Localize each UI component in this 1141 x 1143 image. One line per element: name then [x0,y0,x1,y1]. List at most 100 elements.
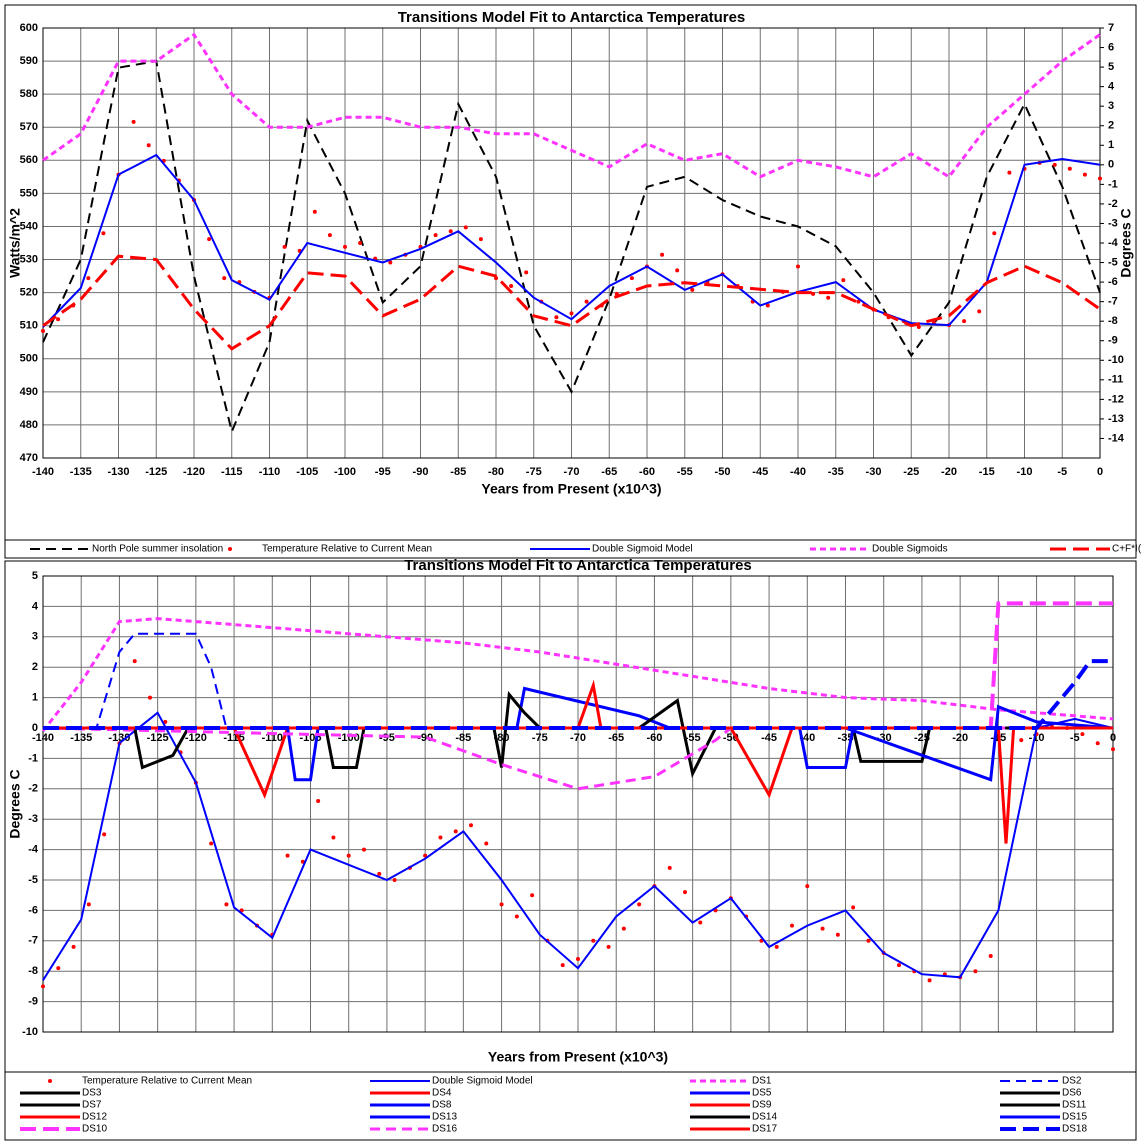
y-tick-label: 530 [20,253,38,265]
data-point [463,225,468,230]
legend-label: C+F*I(t) [1112,544,1141,555]
x-tick-label: -135 [70,732,92,744]
legend-label: DS13 [432,1112,457,1123]
plot-frame [42,27,1101,459]
x-tick-label: -60 [646,732,662,744]
x-tick-label: -40 [790,466,806,478]
data-point [927,978,932,983]
data-point [591,938,596,943]
series-line [42,153,1101,328]
x-tick-label: -125 [145,466,167,478]
data-point [56,317,61,322]
data-point [629,276,634,281]
y-tick-label: -4 [28,844,39,856]
legend-label: Double Sigmoid Model [592,544,693,555]
y-tick-label: 0 [32,722,38,734]
legend-label: DS9 [752,1100,772,1111]
x-tick-label: -25 [903,466,919,478]
data-point [576,957,580,962]
data-point [774,944,779,949]
x-tick-label: -90 [413,466,429,478]
x-tick-label: -55 [685,732,701,744]
x-tick-label: -130 [108,732,130,744]
legend-label: DS8 [432,1100,452,1111]
y-tick-label: 600 [20,22,38,34]
legend-label: DS10 [82,1124,107,1135]
y-tick-label: -5 [28,874,38,886]
data-point [86,276,91,281]
data-point [560,963,565,968]
data-point [1052,162,1057,167]
data-point [209,841,214,846]
x-tick-label: -95 [375,466,391,478]
data-point [988,954,993,958]
data-point [438,835,443,840]
data-point [1082,172,1087,177]
y-tick-label: 570 [20,121,38,133]
data-point [811,291,816,296]
data-point [962,319,967,324]
legend-label: DS17 [752,1124,777,1135]
x-tick-label: -125 [147,732,169,744]
data-point [698,920,703,925]
x-tick-label: -10 [1029,732,1045,744]
data-point [820,926,825,931]
y2-tick-label: 2 [1108,120,1114,132]
data-point [423,853,428,858]
y-tick-label: 490 [20,386,38,398]
data-point [56,966,61,971]
x-axis-title: Years from Present (x10^3) [481,481,661,497]
x-tick-label: -120 [185,732,207,744]
data-point [392,878,397,882]
data-point [484,841,489,846]
legend-marker [228,547,232,551]
x-axis-title: Years from Present (x10^3) [488,1049,668,1065]
y-tick-label: 1 [32,692,38,704]
data-point [433,233,438,238]
data-point [916,325,921,330]
x-tick-label: -70 [564,466,580,478]
data-point [524,270,529,275]
x-tick-label: 0 [1097,466,1103,478]
data-point [835,932,840,937]
x-tick-label: -20 [952,732,968,744]
y-axis-title: Degrees C [7,769,23,838]
legend-label: DS18 [1062,1124,1087,1135]
data-point [163,719,168,724]
x-tick-label: -45 [761,732,777,744]
data-point [683,890,687,895]
data-point [327,233,332,238]
series-line [42,59,1101,435]
bottom-legend-frame [4,1071,1137,1141]
data-point [765,303,770,308]
x-tick-label: -45 [752,466,768,478]
data-point [478,237,483,242]
data-point [796,264,800,269]
y2-tick-label: -4 [1108,237,1119,249]
y-tick-label: -9 [28,996,38,1008]
legend-label: Temperature Relative to Current Mean [262,544,432,555]
data-point [41,984,45,989]
series-line [42,254,1101,351]
series-line [43,659,1113,730]
x-tick-label: -30 [866,466,882,478]
top-frame [4,4,1137,541]
y-tick-label: -6 [28,904,38,916]
x-tick-label: -110 [262,732,283,744]
data-point [660,252,665,257]
y-tick-label: -10 [22,1026,38,1038]
data-point [790,923,794,928]
data-point [346,853,351,858]
legend-label: DS4 [432,1088,452,1099]
data-point [131,119,136,124]
data-point [992,231,997,236]
data-point [1095,741,1100,746]
data-point [1098,176,1102,181]
legend-label: DS16 [432,1124,457,1135]
data-point [897,963,901,968]
y-tick-label: -3 [28,813,38,825]
y-tick-label: 2 [32,661,38,673]
x-tick-label: -15 [979,466,995,478]
data-point [1007,170,1012,175]
y2-tick-label: -8 [1108,315,1118,327]
